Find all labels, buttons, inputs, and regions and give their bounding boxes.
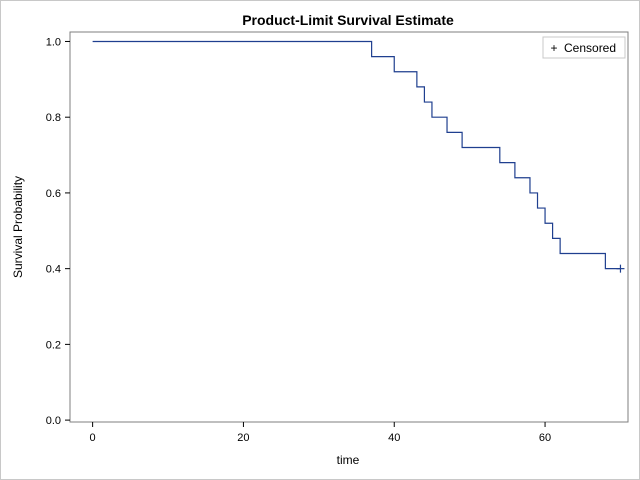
y-tick-label: 0.8 bbox=[46, 112, 61, 124]
chart-title: Product-Limit Survival Estimate bbox=[242, 12, 454, 28]
legend-censored-label: Censored bbox=[564, 41, 616, 55]
y-tick-label: 0.6 bbox=[46, 188, 61, 200]
y-tick-label: 0.0 bbox=[46, 415, 61, 427]
y-tick-label: 1.0 bbox=[46, 36, 61, 48]
legend: + Censored bbox=[542, 36, 626, 59]
y-axis-label: Survival Probability bbox=[11, 176, 25, 278]
censored-marker bbox=[616, 264, 625, 273]
x-tick-label: 20 bbox=[237, 432, 249, 444]
y-tick-label: 0.2 bbox=[46, 339, 61, 351]
plot-area bbox=[92, 40, 625, 273]
legend-censored-marker: + bbox=[550, 41, 557, 55]
legend-box bbox=[542, 36, 626, 59]
x-tick-label: 40 bbox=[388, 432, 400, 444]
axes: 0 20 40 60 0.0 0.2 0.4 0.6 0.8 1.0 bbox=[46, 31, 629, 444]
x-axis-label: time bbox=[337, 453, 360, 467]
plot-border bbox=[69, 31, 629, 423]
survival-step-line bbox=[92, 40, 621, 270]
x-tick-label: 60 bbox=[539, 432, 551, 444]
x-tick-label: 0 bbox=[90, 432, 96, 444]
y-tick-label: 0.4 bbox=[46, 264, 61, 276]
